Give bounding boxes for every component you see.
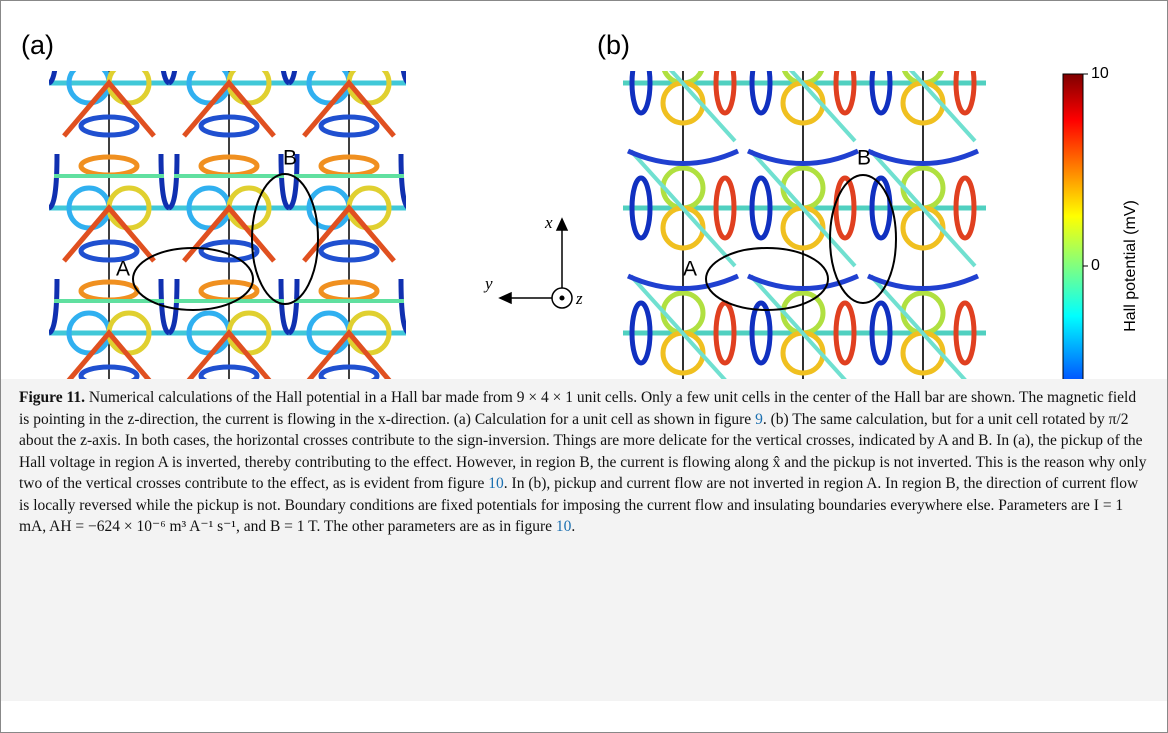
caption-label: Figure 11. bbox=[19, 389, 86, 406]
figure-ref[interactable]: 10 bbox=[555, 518, 572, 535]
axis-label: x bbox=[544, 213, 553, 232]
region-outline bbox=[829, 174, 897, 304]
region-label: A bbox=[683, 258, 697, 281]
region-outline bbox=[132, 247, 254, 311]
panel-label: (b) bbox=[597, 30, 630, 60]
figure-ref[interactable]: 9 bbox=[755, 410, 763, 428]
region-outline bbox=[705, 247, 829, 311]
colorbar-tick-label: 10 bbox=[1091, 65, 1109, 82]
region-label: A bbox=[116, 258, 130, 281]
figure-ref[interactable]: 10 bbox=[488, 475, 504, 492]
region-label: B bbox=[857, 147, 871, 170]
colorbar bbox=[1062, 73, 1084, 379]
caption-text: Numerical calculations of the Hall poten… bbox=[19, 389, 1137, 428]
axis-label: y bbox=[483, 274, 493, 293]
colorbar-tick-label: 0 bbox=[1091, 257, 1100, 274]
panel-a-image bbox=[49, 71, 406, 379]
region-outline bbox=[251, 173, 319, 305]
panel-b-image bbox=[623, 71, 986, 379]
caption: Figure 11. Numerical calculations of the… bbox=[1, 379, 1167, 701]
caption-text: . In (b), pickup and current flow are no… bbox=[19, 475, 1139, 535]
axis-label: z bbox=[575, 289, 583, 308]
colorbar-label: Hall potential (mV) bbox=[1122, 200, 1139, 332]
caption-text: . bbox=[571, 518, 576, 535]
panel-label: (a) bbox=[21, 30, 54, 60]
axes-glyph bbox=[498, 217, 573, 309]
region-label: B bbox=[283, 147, 297, 170]
caption-text: . (b) The same calculation, but for a un… bbox=[19, 410, 1147, 493]
figure-graphics: (a) A B (b) A B x y z Hall potential (mV… bbox=[21, 30, 1139, 379]
